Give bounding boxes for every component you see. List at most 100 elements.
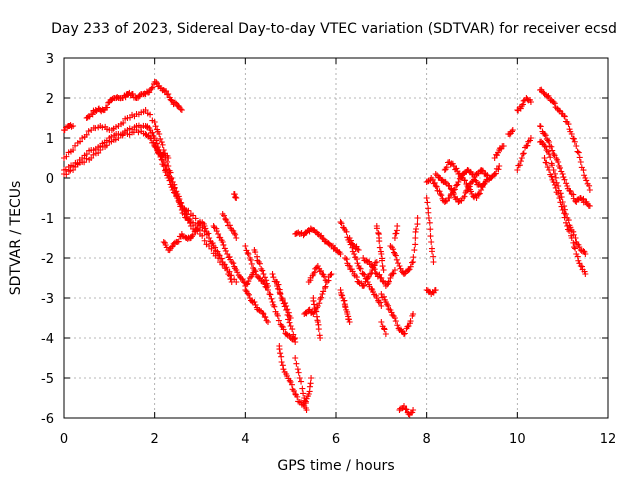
data-point bbox=[548, 173, 555, 180]
data-point bbox=[245, 251, 252, 258]
data-point bbox=[432, 171, 439, 177]
data-point bbox=[468, 188, 475, 195]
x-tick-label: 8 bbox=[423, 432, 431, 447]
data-point bbox=[226, 222, 233, 229]
data-point bbox=[163, 166, 170, 173]
data-point bbox=[414, 221, 421, 228]
data-point bbox=[357, 265, 364, 272]
data-point bbox=[578, 263, 585, 270]
data-point bbox=[583, 177, 590, 184]
data-point bbox=[582, 271, 589, 277]
data-point bbox=[372, 269, 379, 276]
data-point bbox=[570, 228, 577, 235]
data-point bbox=[316, 300, 323, 307]
data-point bbox=[97, 147, 104, 153]
data-point bbox=[81, 159, 88, 166]
data-point bbox=[355, 247, 362, 253]
data-point bbox=[152, 144, 159, 151]
data-point bbox=[393, 256, 400, 263]
data-point bbox=[165, 171, 172, 177]
data-point bbox=[242, 287, 249, 293]
data-point bbox=[570, 231, 577, 238]
data-point bbox=[378, 291, 385, 297]
data-point bbox=[222, 215, 229, 222]
data-point bbox=[151, 119, 158, 125]
data-point bbox=[519, 101, 526, 108]
data-point bbox=[222, 247, 229, 254]
data-point bbox=[248, 260, 255, 267]
data-point bbox=[224, 267, 231, 273]
data-point bbox=[265, 319, 271, 325]
data-point bbox=[115, 135, 122, 141]
data-point bbox=[290, 387, 297, 394]
data-point bbox=[378, 275, 385, 281]
data-point bbox=[364, 275, 371, 281]
data-point bbox=[353, 274, 360, 281]
data-point bbox=[221, 212, 228, 219]
data-point bbox=[552, 184, 559, 191]
data-point bbox=[233, 195, 240, 201]
data-point bbox=[337, 219, 344, 225]
data-point bbox=[565, 217, 572, 224]
data-point bbox=[285, 309, 292, 316]
data-point bbox=[308, 375, 315, 381]
data-point bbox=[410, 254, 417, 261]
data-point bbox=[317, 296, 324, 303]
data-point bbox=[260, 271, 267, 277]
data-point bbox=[552, 170, 559, 177]
data-point bbox=[387, 275, 394, 281]
data-point bbox=[353, 243, 360, 250]
data-point bbox=[286, 377, 293, 384]
data-point bbox=[405, 323, 412, 329]
data-point bbox=[571, 138, 578, 145]
y-tick-labels: 3 2 1 0 -1 -2 -3 -4 -5 -6 bbox=[41, 52, 54, 427]
data-point bbox=[432, 287, 439, 293]
data-point bbox=[119, 132, 126, 139]
data-point bbox=[215, 251, 222, 257]
data-point bbox=[556, 195, 563, 202]
data-point bbox=[564, 183, 571, 189]
data-point bbox=[455, 199, 462, 205]
data-point bbox=[356, 265, 363, 272]
data-point bbox=[371, 266, 378, 273]
data-point bbox=[391, 267, 398, 273]
data-points bbox=[61, 78, 593, 418]
data-point bbox=[561, 113, 568, 120]
data-point bbox=[288, 381, 295, 388]
data-point bbox=[142, 131, 149, 137]
data-point bbox=[283, 372, 290, 379]
data-point bbox=[342, 304, 349, 311]
x-tick-label: 6 bbox=[332, 432, 340, 447]
data-point bbox=[292, 339, 299, 345]
data-point bbox=[315, 326, 322, 333]
data-point bbox=[252, 301, 259, 308]
data-point bbox=[245, 291, 252, 298]
data-point bbox=[261, 274, 268, 281]
data-point bbox=[429, 176, 436, 183]
data-point bbox=[350, 241, 357, 248]
chart-title: Day 233 of 2023, Sidereal Day-to-day VTE… bbox=[51, 21, 617, 37]
data-point bbox=[278, 295, 285, 301]
data-point bbox=[430, 253, 437, 260]
data-point bbox=[174, 195, 181, 201]
data-point bbox=[92, 125, 99, 132]
data-point bbox=[216, 252, 223, 259]
data-point bbox=[517, 105, 524, 112]
data-point bbox=[406, 266, 413, 273]
data-point bbox=[488, 174, 495, 181]
data-point bbox=[227, 276, 234, 283]
data-point bbox=[362, 278, 369, 285]
data-point bbox=[557, 164, 564, 171]
data-point bbox=[168, 184, 175, 191]
data-point bbox=[103, 142, 110, 149]
data-point bbox=[171, 99, 178, 106]
data-point bbox=[586, 203, 593, 209]
data-point bbox=[360, 271, 367, 277]
data-point bbox=[577, 263, 584, 269]
data-point bbox=[190, 212, 197, 219]
data-point bbox=[393, 230, 400, 237]
data-point bbox=[319, 291, 326, 297]
data-point bbox=[83, 155, 90, 162]
data-point bbox=[542, 143, 549, 150]
data-point bbox=[135, 129, 142, 136]
